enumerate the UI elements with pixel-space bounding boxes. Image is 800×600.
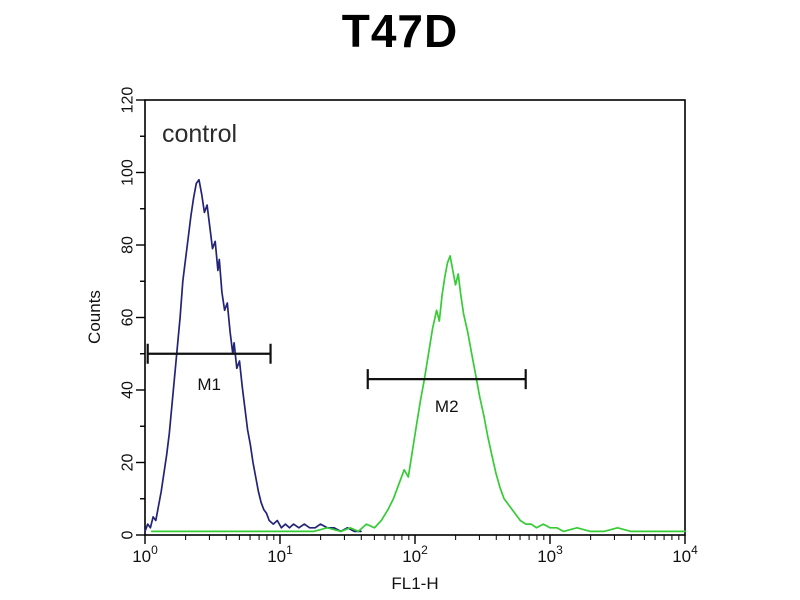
x-tick-label: 101	[267, 543, 293, 566]
plot-annotation-control: control	[162, 120, 238, 148]
y-tick-label: 0	[120, 530, 137, 539]
y-tick-label: 40	[120, 381, 137, 399]
x-tick-label: 103	[537, 543, 563, 566]
y-tick-label: 100	[120, 159, 137, 186]
series-stained-peak	[150, 255, 686, 533]
x-tick-label: 100	[132, 543, 158, 566]
x-axis-label: FL1-H	[391, 574, 439, 593]
y-tick-label: 20	[120, 454, 137, 472]
plot-border	[144, 99, 686, 536]
series-control-unstained-peak	[144, 178, 362, 533]
x-tick-label: 104	[672, 543, 698, 566]
gate-label: M2	[435, 397, 459, 416]
x-tick-label: 102	[402, 543, 428, 566]
gate-label: M1	[197, 375, 221, 394]
y-tick-label: 80	[120, 236, 137, 254]
gate-M1: M1	[146, 343, 272, 394]
y-tick-label: 60	[120, 309, 137, 327]
gate-M2: M2	[366, 369, 527, 416]
y-tick-label: 120	[120, 87, 137, 114]
figure-title: T47D	[341, 5, 459, 57]
